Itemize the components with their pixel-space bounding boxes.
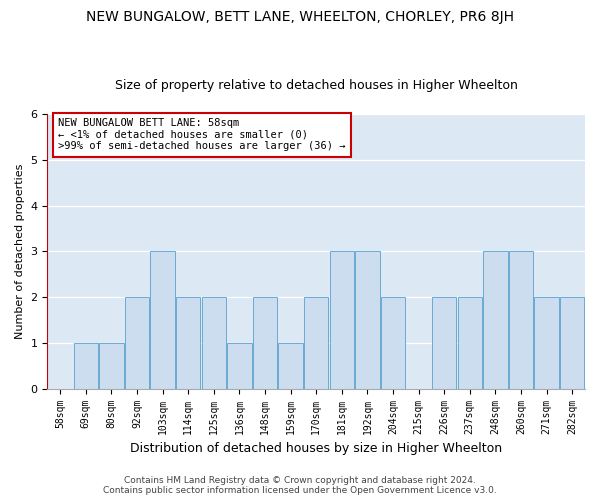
Bar <box>381 297 405 388</box>
Bar <box>278 343 303 388</box>
Bar <box>99 343 124 388</box>
Bar <box>560 297 584 388</box>
Bar <box>355 252 380 388</box>
Bar <box>227 343 251 388</box>
Bar <box>253 297 277 388</box>
Bar <box>176 297 200 388</box>
Bar <box>202 297 226 388</box>
Bar <box>74 343 98 388</box>
Bar <box>432 297 457 388</box>
Bar <box>304 297 328 388</box>
Bar <box>458 297 482 388</box>
Text: NEW BUNGALOW, BETT LANE, WHEELTON, CHORLEY, PR6 8JH: NEW BUNGALOW, BETT LANE, WHEELTON, CHORL… <box>86 10 514 24</box>
Bar <box>509 252 533 388</box>
Y-axis label: Number of detached properties: Number of detached properties <box>15 164 25 339</box>
Bar <box>535 297 559 388</box>
Title: Size of property relative to detached houses in Higher Wheelton: Size of property relative to detached ho… <box>115 79 518 92</box>
X-axis label: Distribution of detached houses by size in Higher Wheelton: Distribution of detached houses by size … <box>130 442 502 455</box>
Text: NEW BUNGALOW BETT LANE: 58sqm
← <1% of detached houses are smaller (0)
>99% of s: NEW BUNGALOW BETT LANE: 58sqm ← <1% of d… <box>58 118 346 152</box>
Bar <box>151 252 175 388</box>
Text: Contains HM Land Registry data © Crown copyright and database right 2024.
Contai: Contains HM Land Registry data © Crown c… <box>103 476 497 495</box>
Bar <box>329 252 354 388</box>
Bar <box>483 252 508 388</box>
Bar <box>125 297 149 388</box>
